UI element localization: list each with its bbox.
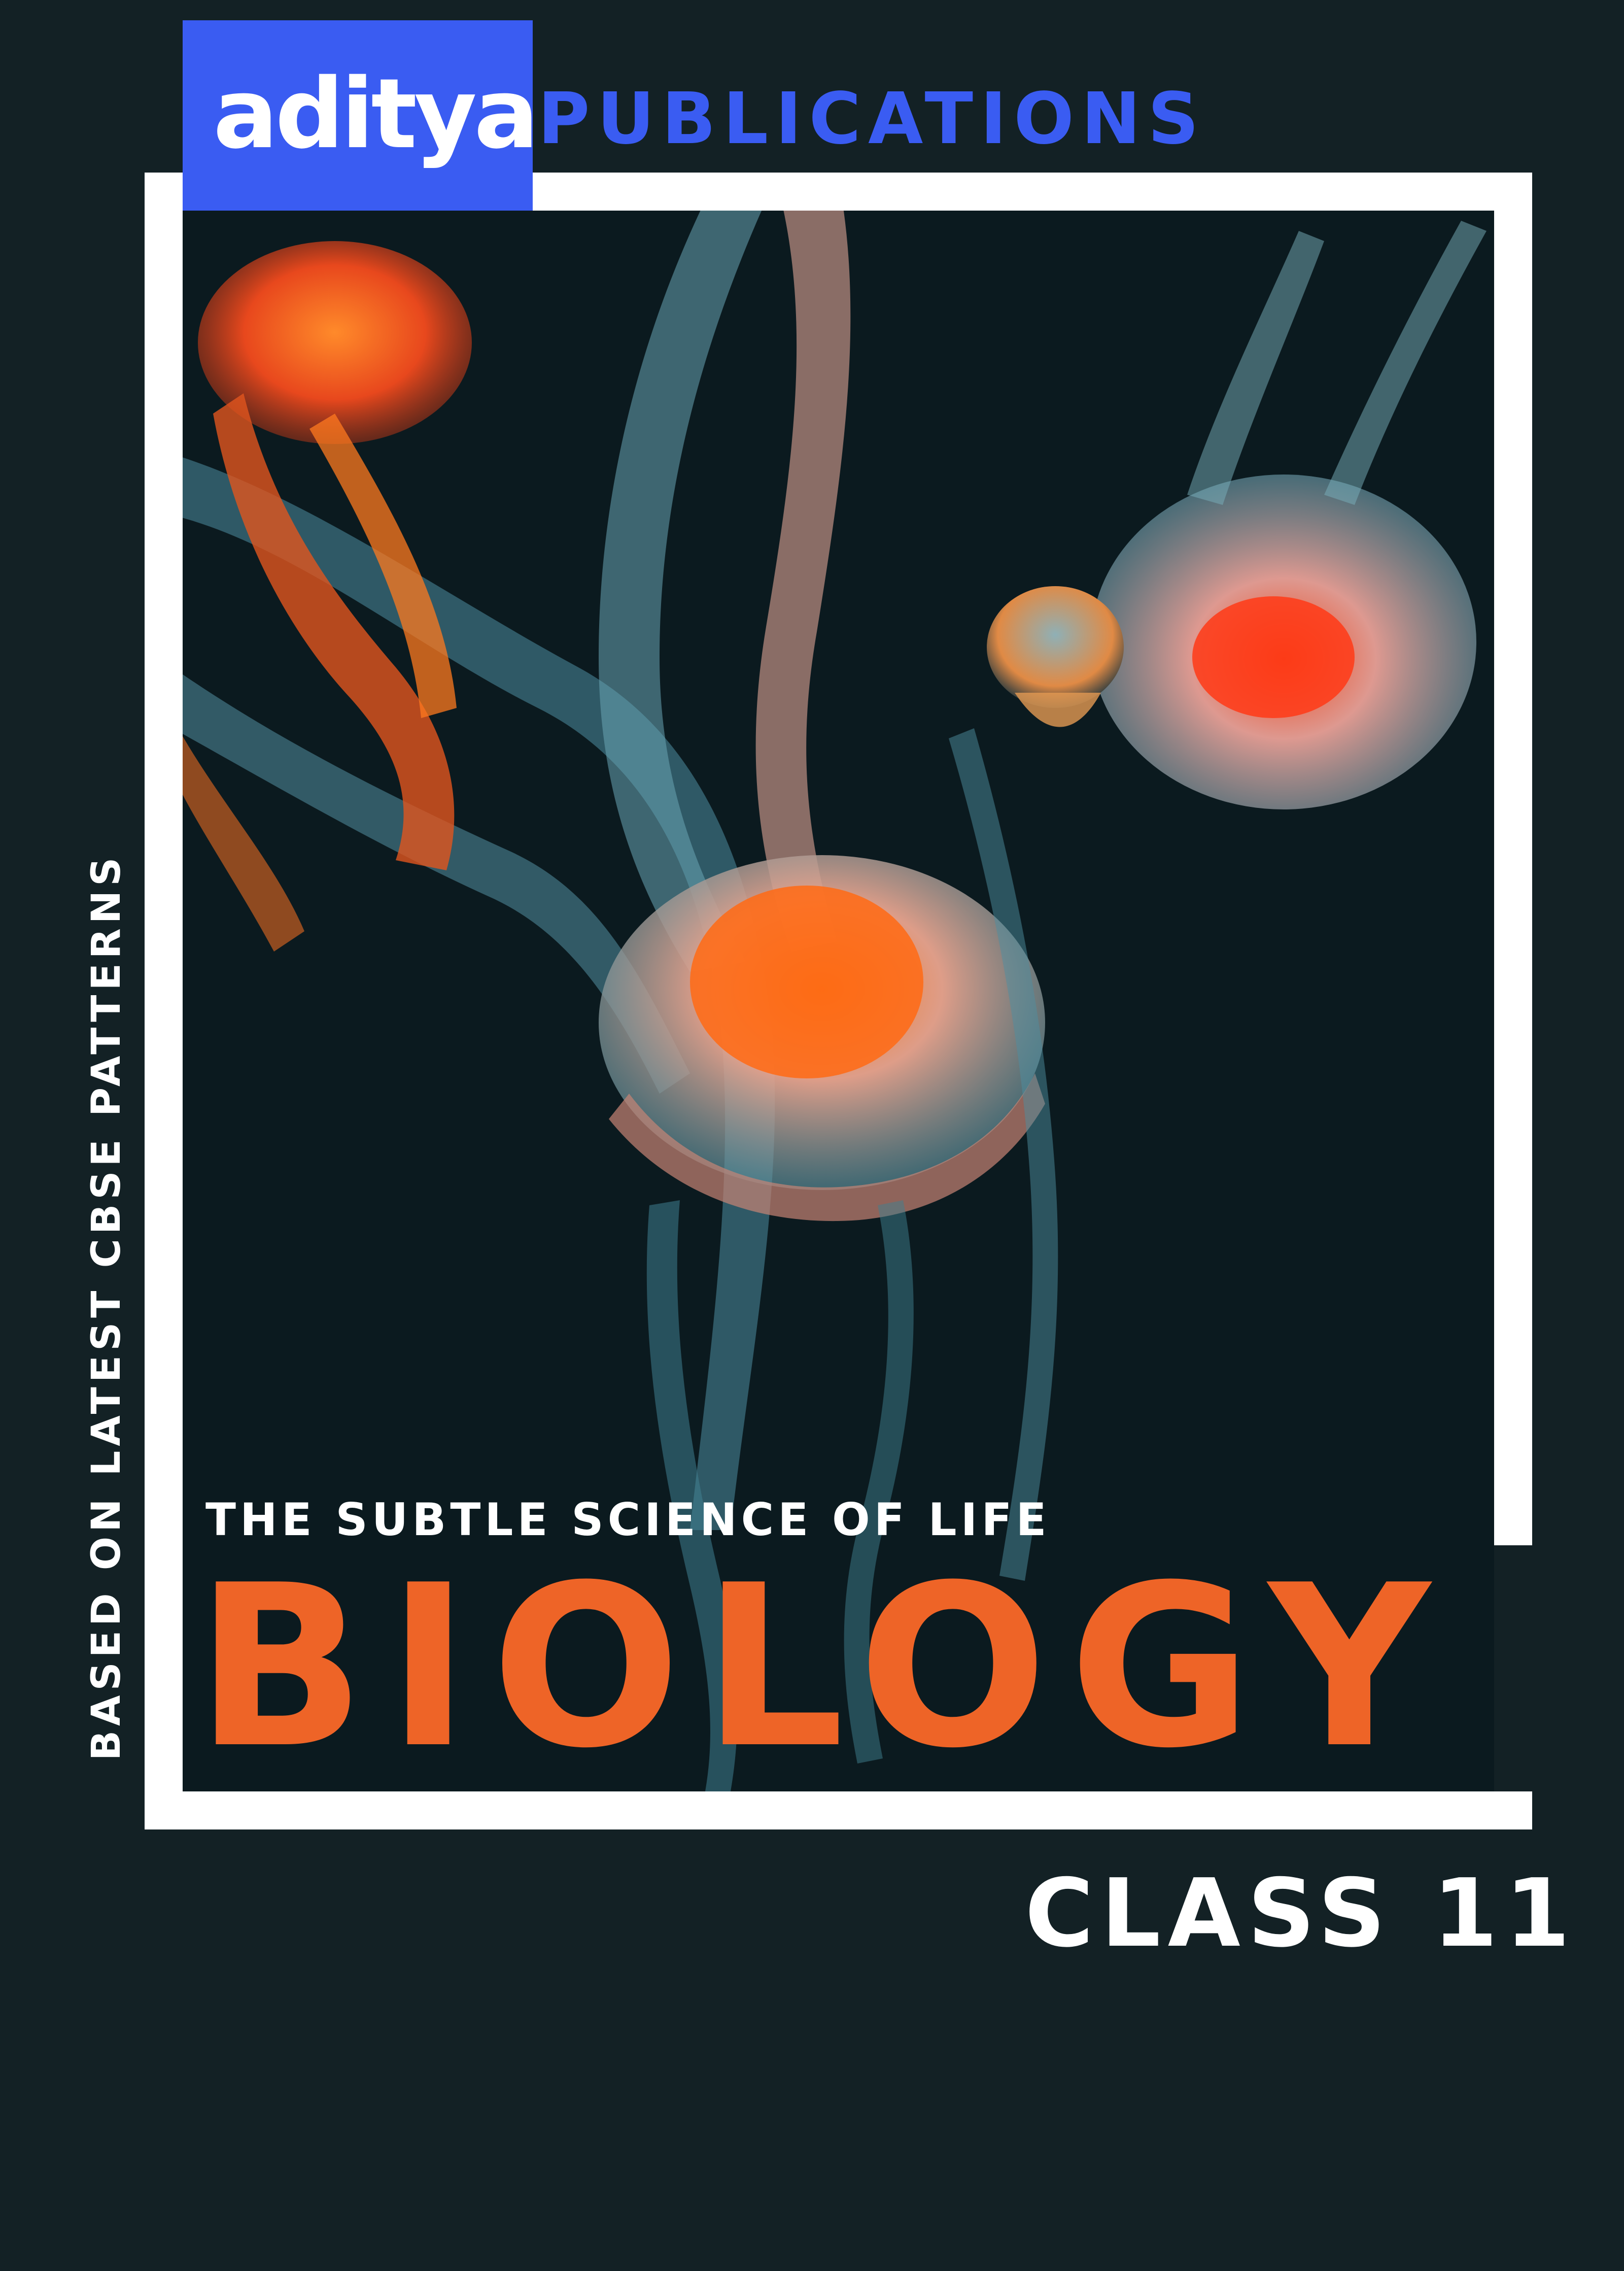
book-cover: aditya PUBLICATIONS BASED ON LATEST CBSE… xyxy=(84,20,1577,1968)
book-subtitle: THE SUBTLE SCIENCE OF LIFE xyxy=(205,1494,1051,1546)
frame-right-edge xyxy=(1494,173,1532,1545)
publisher-name: PUBLICATIONS xyxy=(538,78,1206,160)
class-label: CLASS 11 xyxy=(1025,1858,1577,1968)
frame-bottom-edge xyxy=(145,1791,1532,1829)
frame-left-edge xyxy=(145,173,183,1829)
cbse-pattern-tagline: BASED ON LATEST CBSE PATTERNS xyxy=(84,853,129,1761)
jellyfish-illustration xyxy=(183,211,1494,1791)
jellyfish-photo xyxy=(183,211,1494,1791)
publisher-logo-word: aditya xyxy=(213,58,539,170)
publisher-logo-box xyxy=(183,20,533,211)
book-title: BIOLOGY xyxy=(195,1537,1452,1797)
